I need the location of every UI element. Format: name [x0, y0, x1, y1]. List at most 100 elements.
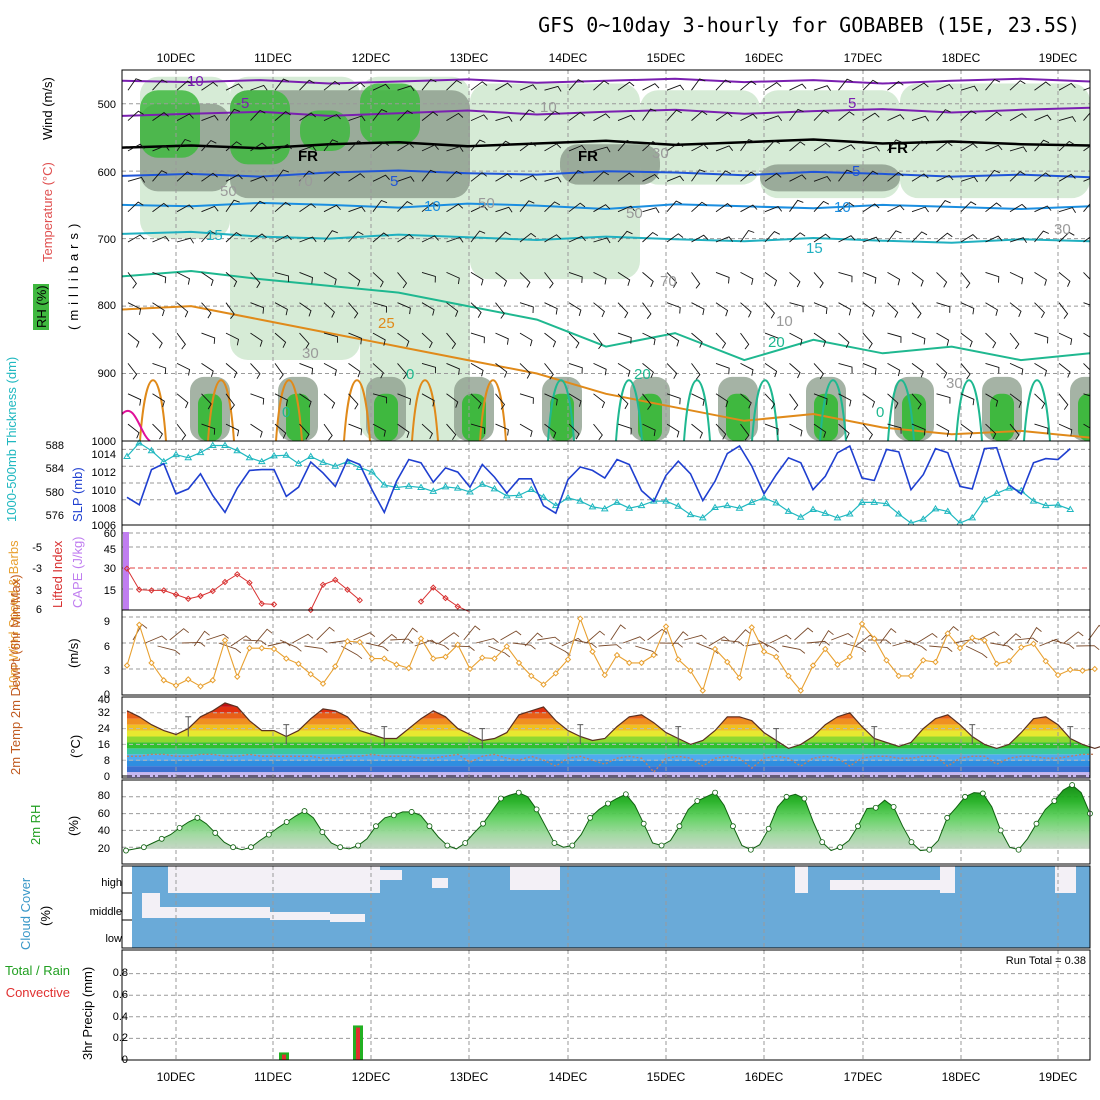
thickness-point-67: [943, 507, 952, 514]
rh-point-60: [658, 842, 665, 849]
upper-barb-400: [936, 200, 951, 212]
temp-band-7: [127, 730, 1090, 737]
upper-barb-286: [691, 393, 705, 406]
li-point-9: [234, 571, 241, 578]
upper-barb-182: [495, 140, 512, 152]
chart-title: GFS 0~10day 3-hourly for GOBABEB (15E, 2…: [538, 13, 1080, 37]
wind-barb-5: [193, 630, 210, 647]
thickness-point-40: [613, 498, 621, 505]
upper-barb-391: [911, 302, 922, 319]
upper-barb-355: [838, 302, 852, 316]
rh-point-86: [890, 803, 897, 810]
thickness-point-71: [992, 489, 1001, 496]
upper-barb-153: [421, 362, 436, 374]
upper-barb-171: [470, 172, 488, 182]
upper-barb-155: [421, 423, 433, 440]
temp-ytick-8: 8: [104, 755, 110, 767]
precip-ytick-08: 0.8: [113, 967, 128, 979]
upper-barb-405: [936, 363, 948, 379]
temp-band-6: [127, 736, 1090, 743]
upper-barb-212: [544, 332, 557, 348]
upper-barb-213: [544, 363, 554, 380]
upper-barb-365: [862, 236, 881, 243]
wind-point-6: [197, 683, 204, 690]
upper-barb-4: [127, 201, 144, 213]
upper-barb-166: [446, 393, 459, 408]
upper-barb-454: [1034, 393, 1046, 410]
wind-point-49: [724, 658, 731, 666]
upper-ytick-1000: 1000: [92, 436, 116, 448]
contour-label-14: 20: [634, 366, 651, 383]
contour-label-12: 25: [378, 315, 395, 332]
thickness-point-20: [368, 468, 376, 475]
wind-barb-20: [377, 633, 398, 647]
upper-ytick-900: 900: [98, 368, 116, 380]
upper-barb-133: [397, 110, 413, 121]
cloud-ylabel: Cloud Cover: [18, 877, 33, 950]
upper-barb-239: [593, 423, 603, 441]
upper-barb-50: [225, 141, 242, 152]
rh-point-68: [730, 823, 736, 830]
precip-panel: 0 0.2 0.4 0.6 0.8 Run Total = 0.38 3hr P…: [5, 949, 1091, 1066]
upper-barb-24: [176, 80, 193, 91]
wind-point-7: [209, 677, 216, 684]
upper-barb-285: [691, 363, 701, 380]
thickness-point-53: [772, 499, 781, 506]
thickness-point-27: [453, 484, 462, 491]
upper-barb-15: [152, 170, 168, 182]
wind-barb-2: [157, 645, 181, 655]
rh-point-90: [926, 846, 933, 853]
upper-barb-380: [887, 332, 902, 343]
rh-point-4: [158, 835, 165, 842]
upper-barb-395: [911, 423, 926, 436]
upper-barb-108: [348, 82, 366, 91]
upper-barb-318: [764, 272, 778, 287]
upper-barb-430: [985, 393, 999, 407]
upper-barb-39: [201, 172, 218, 182]
upper-barb-61: [250, 109, 266, 121]
li-point-24: [417, 598, 425, 605]
upper-barb-63: [250, 175, 268, 182]
bottom-date-8: 18DEC: [942, 1070, 981, 1084]
upper-barb-177: [470, 363, 484, 377]
top-date-7: 17DEC: [844, 51, 883, 65]
rh-point-50: [569, 842, 576, 849]
wind-barb-31: [512, 642, 536, 650]
upper-barb-419: [960, 423, 973, 439]
thickness-point-38: [588, 502, 597, 510]
wind-point-73: [1018, 644, 1025, 651]
upper-barb-68: [250, 332, 263, 347]
upper-barb-292: [715, 203, 733, 213]
wind-point-16: [319, 680, 327, 687]
wind-barb-29: [488, 645, 511, 658]
wind-point-51: [748, 624, 755, 631]
precip-panel-frame: [121, 949, 1091, 1061]
temp-ylabel-units: (°C): [68, 735, 83, 758]
upper-barb-156: [446, 79, 463, 91]
thickness-point-26: [441, 482, 450, 490]
wind-barb-48: [720, 639, 745, 647]
upper-barb-337: [813, 109, 830, 121]
wind-point-77: [1067, 666, 1074, 674]
upper-barb-121: [372, 109, 388, 121]
upper-barb-442: [1009, 393, 1022, 408]
upper-barb-60: [250, 84, 268, 91]
wind-barb-33: [537, 636, 561, 642]
upper-barb-402: [936, 272, 948, 288]
wind-point-30: [491, 655, 498, 662]
wind-point-68: [956, 644, 964, 652]
thickness-point-58: [833, 513, 842, 521]
upper-barb-1: [127, 110, 144, 121]
upper-barb-47: [201, 423, 216, 435]
upper-barb-90: [299, 271, 313, 284]
upper-barb-331: [789, 302, 804, 313]
upper-barb-96: [323, 80, 341, 91]
wind-point-38: [589, 648, 596, 655]
wind-barb-28: [475, 638, 499, 644]
thickness-point-39: [600, 504, 609, 512]
upper-barb-364: [862, 203, 880, 213]
cloud-mid-1: [160, 907, 270, 918]
upper-barb-409: [960, 110, 977, 121]
upper-barb-458: [1058, 140, 1075, 152]
upper-barb-34: [176, 393, 189, 409]
